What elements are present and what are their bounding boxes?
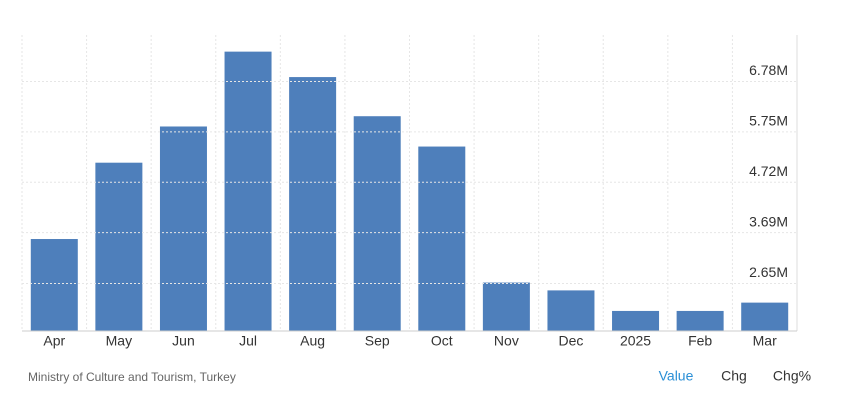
bar [30, 239, 78, 331]
x-tick-label: Apr [43, 333, 65, 349]
y-tick-label: 3.69M [749, 213, 788, 229]
x-tick-label: Nov [494, 333, 519, 349]
bar [224, 51, 272, 332]
x-tick-label: Dec [559, 333, 584, 349]
x-tick-label: Feb [688, 333, 712, 349]
tab-value[interactable]: Value [659, 368, 694, 384]
x-tick-label: Sep [365, 333, 390, 349]
y-tick-label: 4.72M [749, 163, 788, 179]
bar [741, 302, 789, 331]
tab-chg-pct[interactable]: Chg% [773, 368, 811, 384]
tab-chg[interactable]: Chg [721, 368, 747, 384]
bar [676, 310, 724, 331]
x-tick-label: Jul [239, 333, 257, 349]
x-tick-label: May [106, 333, 132, 349]
y-tick-label: 6.78M [749, 62, 788, 78]
y-tick-label: 2.65M [749, 264, 788, 280]
bar [482, 282, 530, 331]
bar [95, 162, 143, 331]
x-tick-label: 2025 [620, 333, 651, 349]
source: Ministry of Culture and Tourism, Turkey [28, 370, 236, 384]
x-tick-label: Aug [300, 333, 325, 349]
y-tick-label: 5.75M [749, 113, 788, 129]
x-tick-label: Mar [753, 333, 777, 349]
x-tick-label: Jun [172, 333, 195, 349]
bar [418, 146, 466, 331]
bar [547, 290, 595, 331]
bar [289, 77, 337, 331]
x-tick-label: Oct [431, 333, 453, 349]
bar [159, 126, 207, 331]
bar [353, 116, 401, 332]
bar [612, 310, 660, 331]
